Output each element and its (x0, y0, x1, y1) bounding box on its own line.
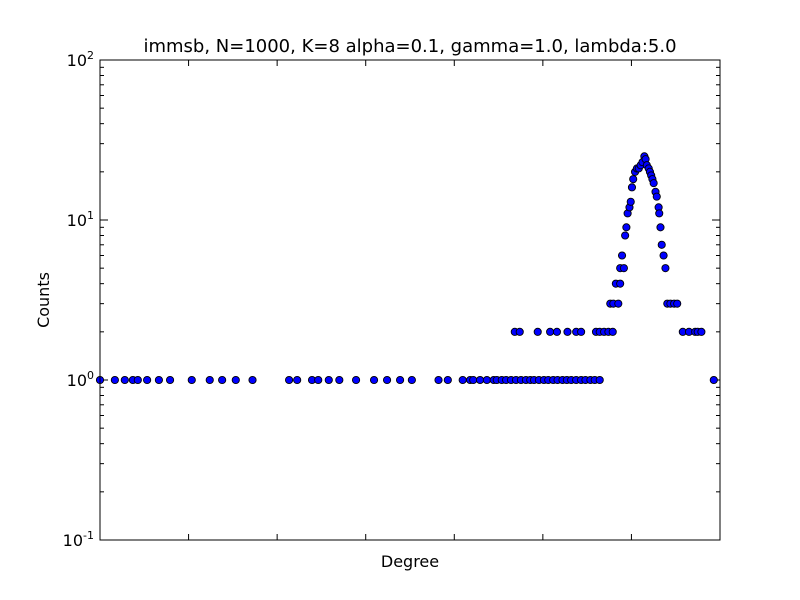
chart-title: immsb, N=1000, K=8 alpha=0.1, gamma=1.0,… (143, 36, 676, 57)
data-point (396, 375, 405, 385)
data-point (673, 299, 682, 308)
data-point (608, 327, 617, 336)
data-point (709, 375, 718, 385)
y-tick-label: 100 (67, 369, 94, 390)
data-point (546, 327, 555, 336)
data-point (352, 375, 361, 385)
data-point (627, 183, 637, 192)
data-point (626, 197, 635, 206)
data-point (659, 251, 668, 260)
data-point (120, 375, 129, 385)
plot-area (100, 60, 720, 540)
data-point (533, 327, 542, 336)
data-point (515, 327, 524, 336)
data-point (187, 375, 196, 385)
data-point (314, 375, 323, 385)
data-point (617, 251, 627, 260)
y-tick-label: 10-1 (63, 529, 94, 550)
data-point (619, 264, 628, 273)
y-tick-label: 101 (67, 209, 94, 230)
data-point (133, 375, 142, 385)
data-point (621, 231, 630, 240)
data-point (205, 375, 214, 385)
data-point (661, 264, 670, 273)
data-point (482, 375, 491, 385)
data-point (629, 175, 638, 184)
data-point (443, 375, 452, 385)
data-point (324, 375, 333, 385)
y-tick-label: 102 (67, 49, 94, 70)
data-point (616, 279, 625, 288)
data-points (95, 152, 718, 385)
data-point (335, 375, 344, 385)
data-point (656, 223, 665, 232)
data-point (552, 327, 561, 336)
data-point (657, 240, 666, 249)
plot-frame (99, 59, 721, 541)
data-point (595, 375, 604, 385)
data-point (293, 375, 302, 385)
y-tick-labels: 10-1 100 101 102 (63, 49, 94, 550)
data-point (369, 375, 379, 385)
data-point (458, 375, 467, 385)
data-point (614, 299, 623, 308)
data-point (577, 327, 586, 336)
data-point (154, 375, 163, 385)
data-point (469, 375, 478, 385)
data-point (434, 375, 443, 385)
data-point (407, 375, 416, 385)
y-axis-label: Counts (34, 272, 53, 328)
data-point (248, 375, 257, 385)
data-point (231, 375, 240, 385)
data-point (383, 375, 392, 385)
data-point (697, 327, 706, 336)
data-point (652, 192, 661, 201)
data-point (655, 209, 664, 218)
data-point (649, 179, 658, 188)
data-point (110, 375, 119, 385)
data-point (563, 327, 572, 336)
data-point (218, 375, 227, 385)
data-point (285, 375, 294, 385)
data-point (143, 375, 152, 385)
x-axis-label: Degree (381, 552, 439, 571)
data-point (166, 375, 175, 385)
data-point (622, 223, 631, 232)
data-point (476, 375, 485, 385)
